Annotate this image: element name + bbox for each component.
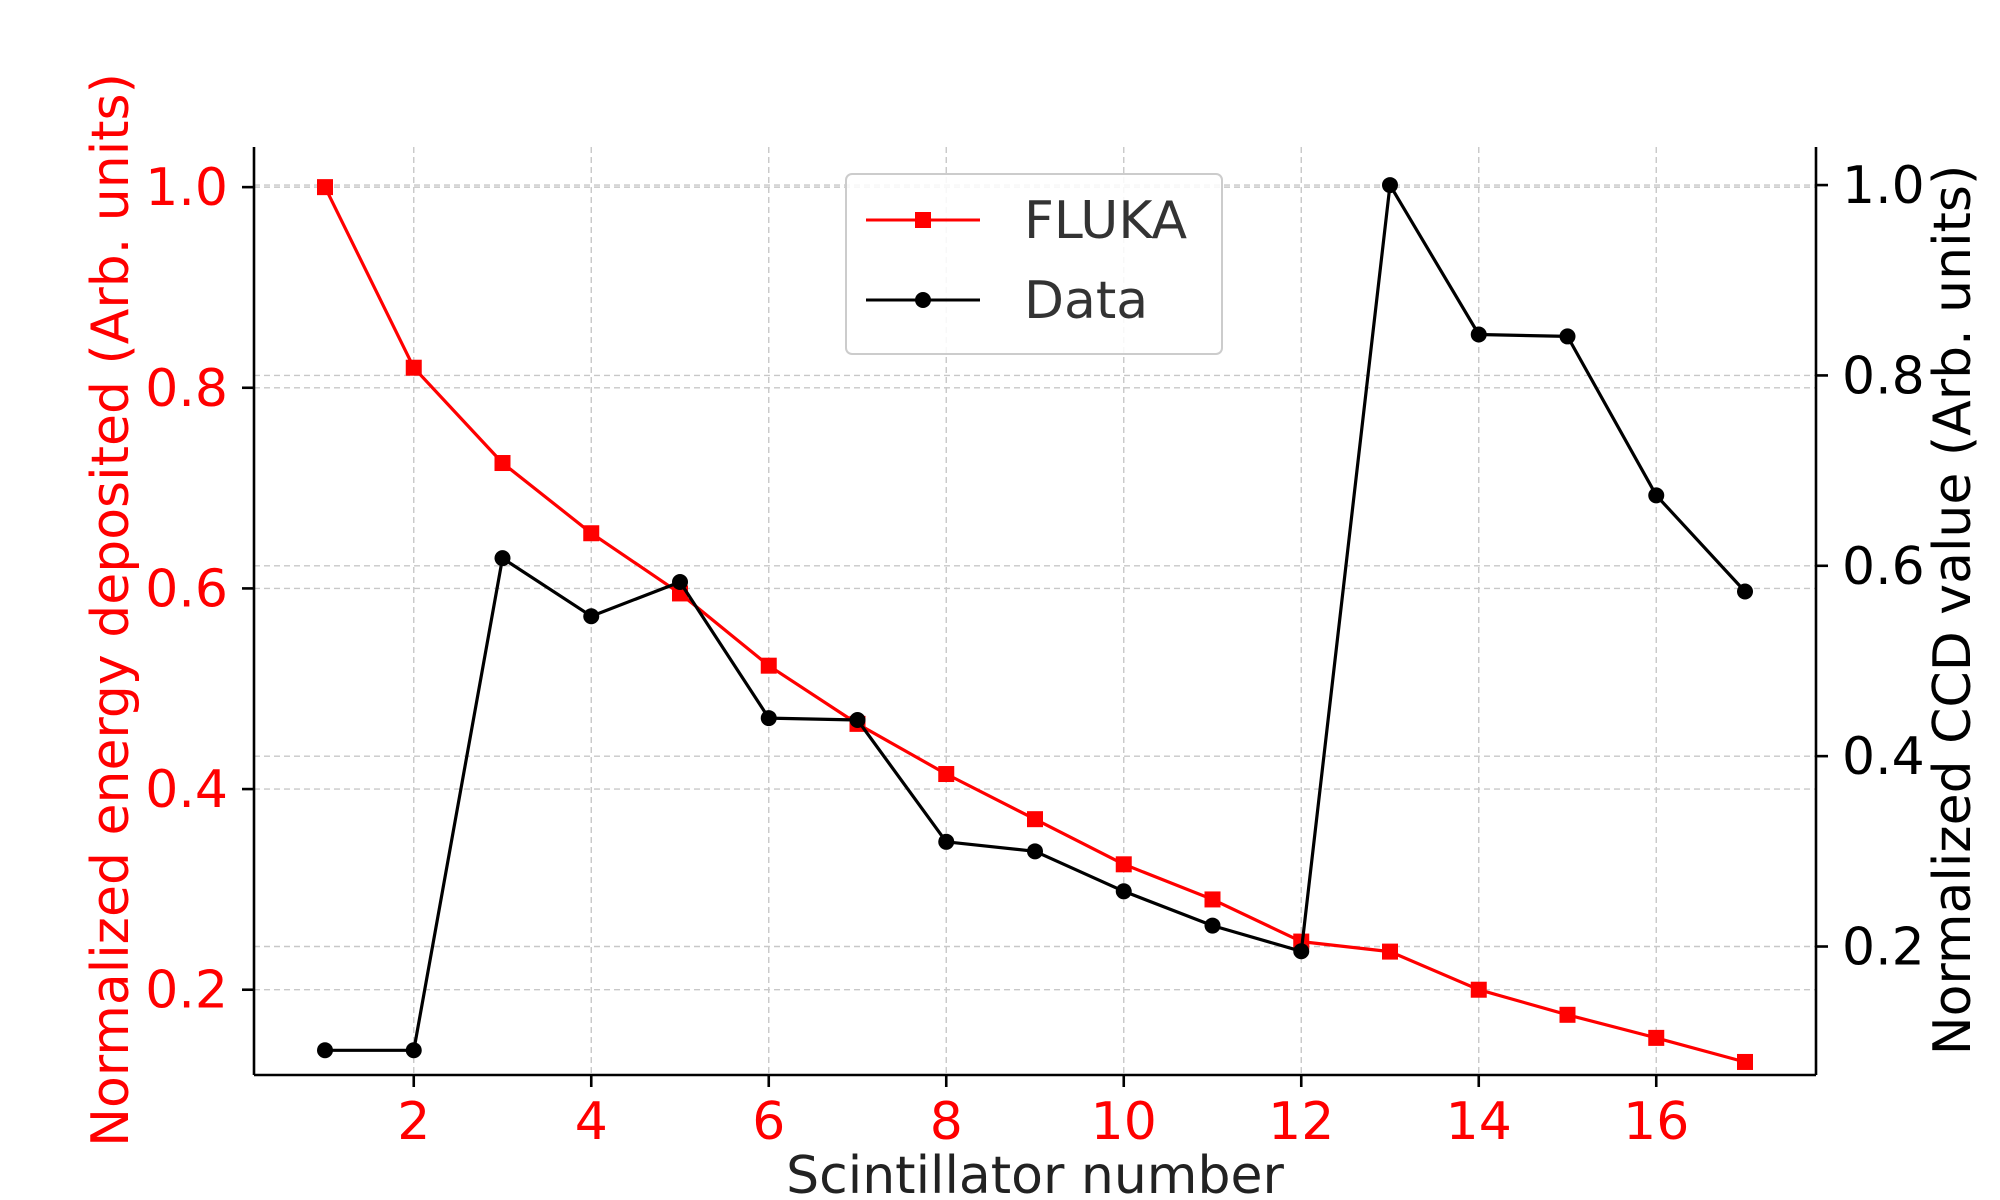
y-right-tick-label: 0.6 — [1842, 537, 1925, 597]
x-tick-label: 16 — [1623, 1092, 1689, 1152]
legend-entry-data: Data — [866, 271, 1148, 331]
y-right-tick-label: 0.2 — [1842, 918, 1925, 978]
y-right-tick-label: 0.4 — [1842, 727, 1925, 787]
legend-entry-fluka: FLUKA — [866, 191, 1188, 251]
y-left-tick-label: 0.6 — [145, 559, 228, 619]
x-tick-label: 10 — [1091, 1092, 1157, 1152]
data-point-data — [1648, 487, 1665, 504]
data-point-fluka — [1737, 1053, 1753, 1070]
data-point-fluka — [405, 359, 422, 376]
data-point-data — [405, 1042, 422, 1059]
data-point-data — [1737, 583, 1753, 600]
data-point-fluka — [1470, 981, 1487, 998]
data-point-data — [494, 550, 511, 567]
data-point-fluka — [938, 766, 955, 783]
series-data — [317, 177, 1753, 1059]
data-point-fluka — [1115, 856, 1132, 873]
series-layer — [317, 177, 1753, 1070]
y-left-tick-label: 0.4 — [145, 760, 228, 820]
data-point-data — [1027, 843, 1043, 860]
legend: FLUKA Data — [845, 173, 1223, 355]
data-point-fluka — [1027, 811, 1043, 828]
x-tick-label: 6 — [752, 1092, 785, 1152]
data-point-data — [1293, 943, 1310, 960]
data-point-data — [849, 711, 866, 728]
data-point-data — [1204, 917, 1221, 934]
data-point-data — [317, 1042, 333, 1059]
data-point-fluka — [1559, 1006, 1576, 1023]
legend-label-fluka: FLUKA — [1024, 191, 1188, 251]
y-left-tick-label: 0.8 — [145, 359, 228, 419]
x-tick-label: 14 — [1446, 1092, 1512, 1152]
data-point-fluka — [494, 455, 511, 472]
x-tick-label: 8 — [930, 1092, 963, 1152]
y-right-tick-label: 0.8 — [1842, 346, 1925, 406]
data-point-data — [1470, 326, 1487, 343]
y-left-axis-title: Normalized energy deposited (Arb. units) — [81, 73, 141, 1147]
legend-marker-circle — [915, 292, 931, 308]
legend-label-data: Data — [1024, 271, 1148, 331]
data-point-data — [938, 833, 955, 850]
data-point-fluka — [760, 657, 777, 674]
data-point-data — [760, 710, 777, 727]
data-point-data — [1559, 328, 1576, 345]
legend-marker-square — [915, 212, 931, 228]
x-axis-title: Scintillator number — [786, 1146, 1284, 1200]
x-tick-label: 12 — [1268, 1092, 1334, 1152]
data-point-fluka — [1648, 1029, 1665, 1046]
ticks: 2 4 6 8 10 12 14 16 0.2 0.4 0.6 0.8 1.0 0.2 0.4 0.6 0.8 1… — [145, 156, 1924, 1152]
data-point-data — [583, 608, 600, 625]
data-point-fluka — [317, 179, 333, 196]
data-point-data — [672, 573, 688, 590]
y-right-axis-title: Normalized CCD value (Arb. units) — [1923, 165, 1983, 1056]
y-left-tick-label: 0.2 — [145, 961, 228, 1021]
data-point-data — [1382, 177, 1398, 194]
y-left-tick-label: 1.0 — [145, 158, 228, 218]
x-tick-label: 2 — [397, 1092, 430, 1152]
data-point-data — [1115, 883, 1132, 900]
data-point-fluka — [1204, 891, 1221, 908]
data-point-fluka — [583, 525, 600, 542]
data-point-fluka — [1382, 943, 1398, 960]
axes — [252, 147, 1818, 1077]
x-tick-label: 4 — [575, 1092, 608, 1152]
y-right-tick-label: 1.0 — [1842, 156, 1925, 216]
